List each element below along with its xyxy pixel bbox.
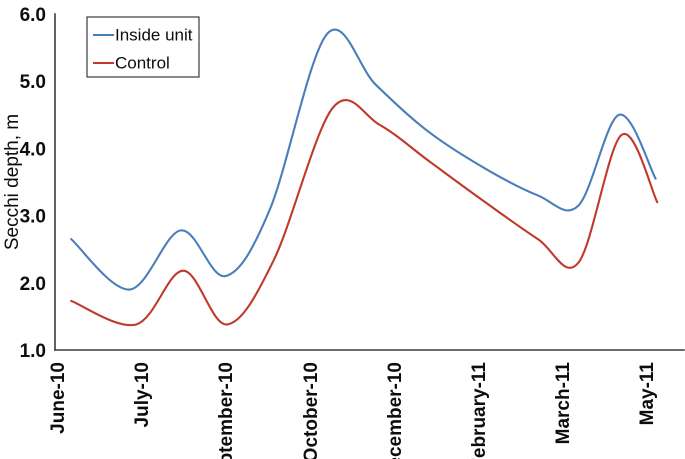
chart-legend: Inside unit Control	[86, 16, 200, 78]
x-tick-label: February-11	[469, 362, 490, 459]
x-tick-label: December-10	[385, 362, 406, 459]
y-tick-label: 4.0	[20, 139, 46, 160]
y-axis-title: Secchi depth, m	[2, 114, 23, 250]
plot-axes	[54, 13, 685, 351]
legend-label: Inside unit	[115, 25, 193, 44]
legend-label: Control	[115, 53, 170, 72]
y-axis-tick-labels: 1.0 2.0 3.0 4.0 5.0 6.0	[20, 5, 46, 362]
data-series-group	[70, 28, 659, 327]
legend-box	[86, 16, 200, 78]
x-axis-tick-labels: June-10 July-10 September-10 October-10 Dece…	[48, 362, 658, 459]
series-line-inside-unit	[70, 28, 657, 291]
y-tick-label: 5.0	[20, 72, 46, 93]
x-tick-label: October-10	[301, 362, 322, 459]
x-tick-label: May-11	[637, 362, 658, 426]
series-line-control	[70, 99, 659, 327]
y-tick-label: 1.0	[20, 341, 46, 362]
y-tick-label: 6.0	[20, 5, 46, 26]
x-tick-label: March-11	[553, 362, 574, 445]
y-tick-label: 3.0	[20, 207, 46, 228]
x-tick-label: July-10	[132, 362, 153, 427]
x-tick-label: June-10	[48, 362, 69, 434]
y-tick-label: 2.0	[20, 274, 46, 295]
x-tick-label: September-10	[216, 362, 237, 459]
